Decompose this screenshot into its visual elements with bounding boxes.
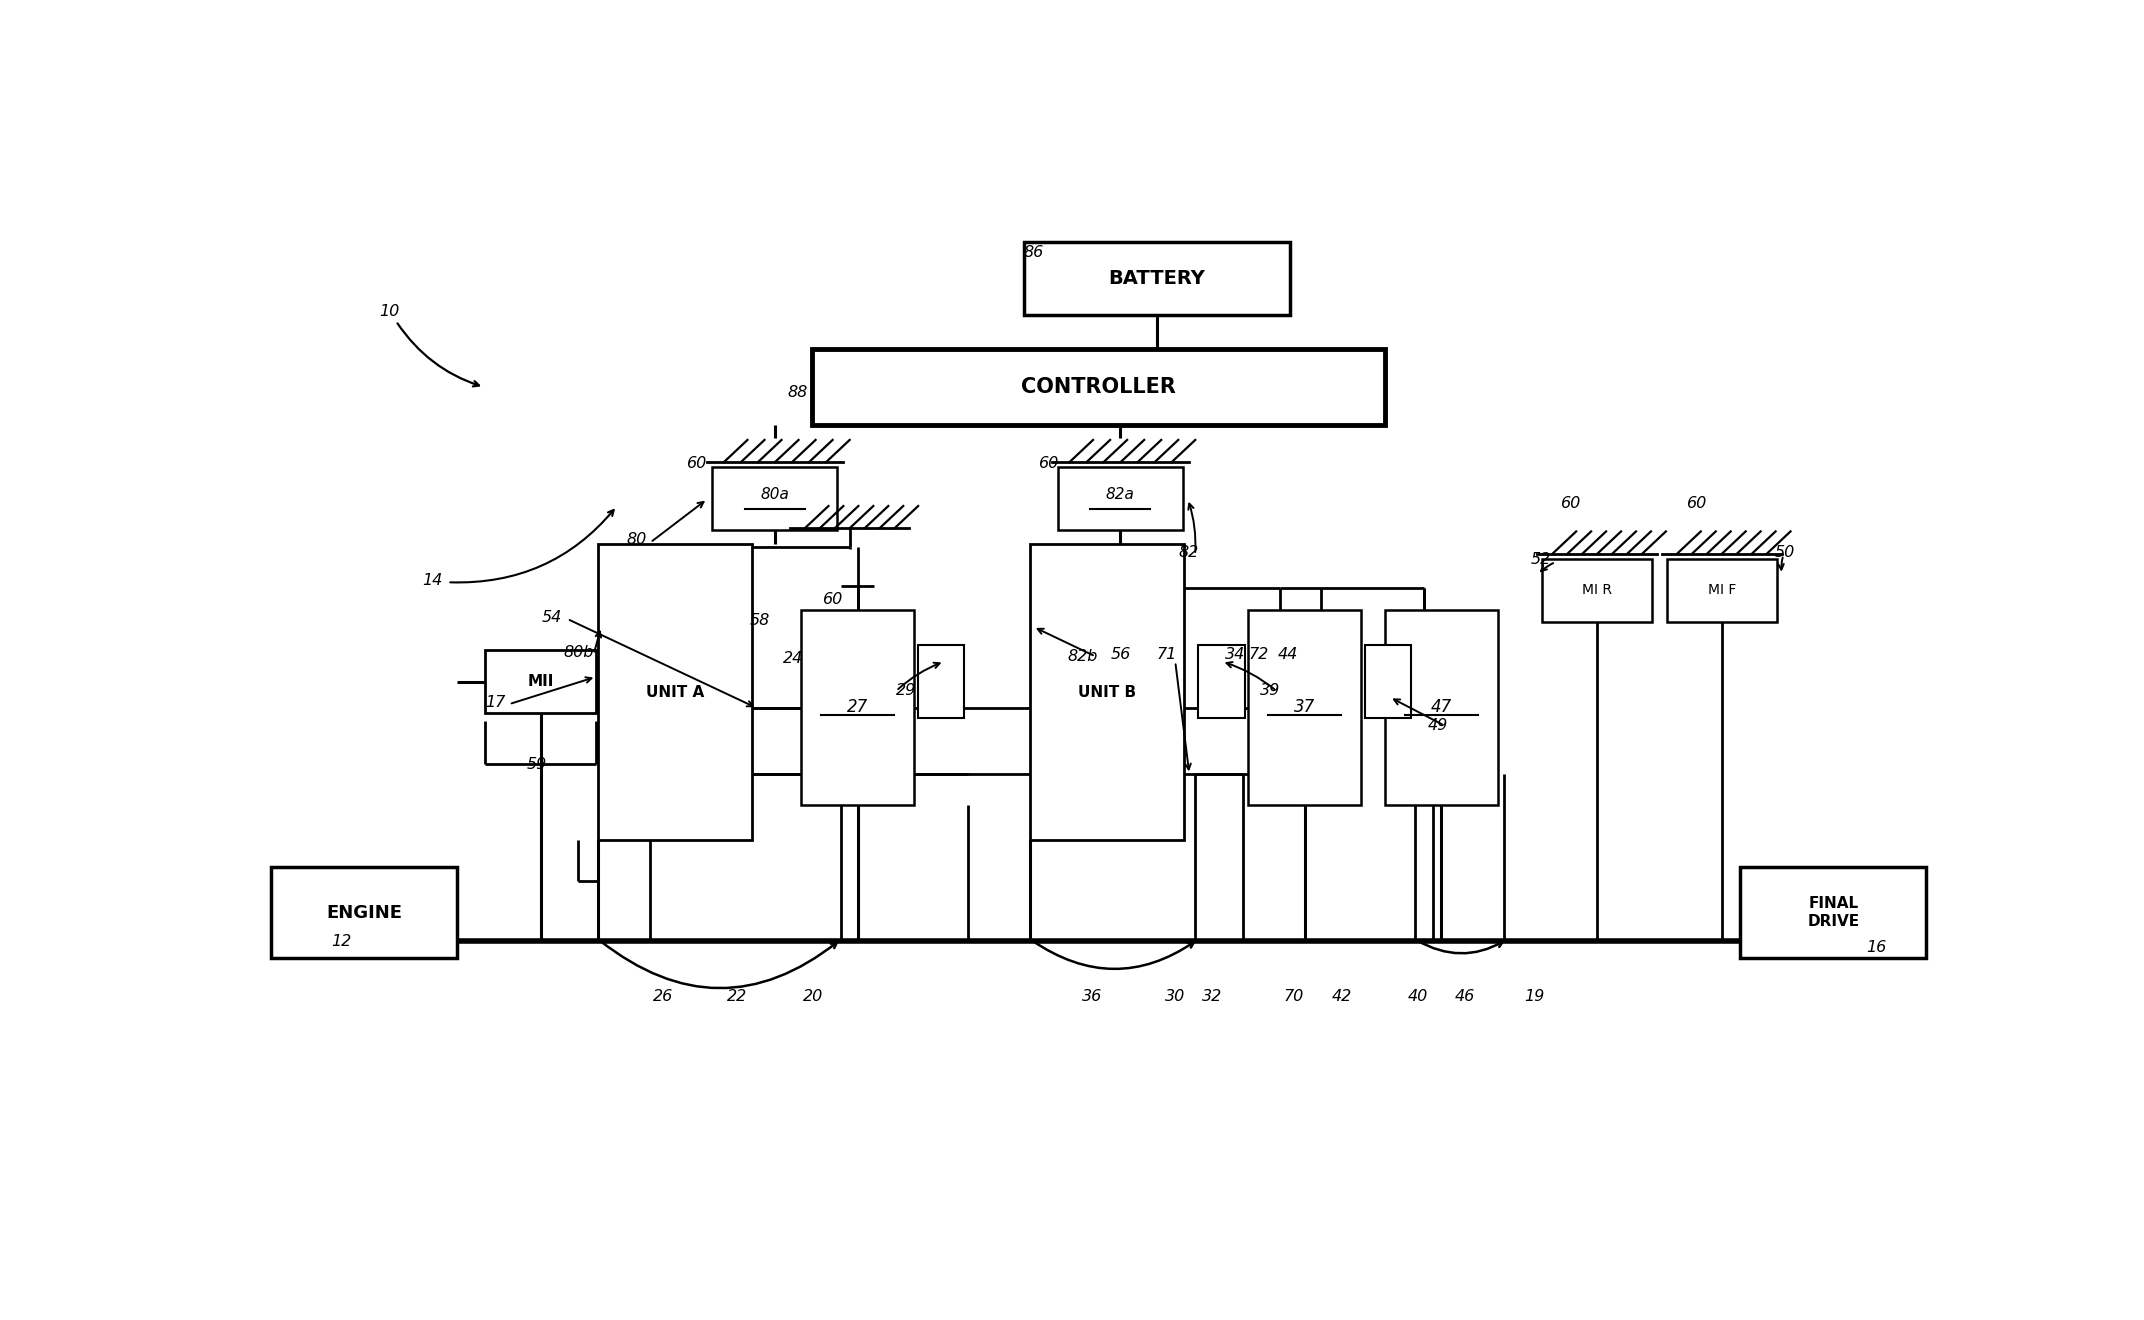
Text: 59: 59	[527, 756, 547, 772]
Text: 80a: 80a	[761, 487, 789, 503]
FancyBboxPatch shape	[1025, 242, 1291, 315]
Text: ENGINE: ENGINE	[326, 904, 403, 921]
FancyBboxPatch shape	[272, 867, 457, 958]
Text: 42: 42	[1331, 990, 1351, 1005]
FancyBboxPatch shape	[802, 610, 913, 805]
Text: 60: 60	[1040, 455, 1059, 471]
Text: 40: 40	[1409, 990, 1428, 1005]
Text: 29: 29	[896, 684, 915, 698]
FancyBboxPatch shape	[1741, 867, 1925, 958]
Text: 50: 50	[1775, 545, 1795, 560]
Text: 10: 10	[379, 305, 399, 319]
Text: 60: 60	[823, 591, 843, 607]
FancyBboxPatch shape	[1668, 558, 1777, 622]
Text: 26: 26	[654, 990, 673, 1005]
Text: 60: 60	[1561, 496, 1580, 511]
Text: 19: 19	[1524, 990, 1544, 1005]
Text: 34: 34	[1224, 647, 1246, 661]
Text: 32: 32	[1201, 990, 1222, 1005]
Text: 56: 56	[1111, 647, 1130, 661]
Text: 80: 80	[626, 532, 647, 546]
Text: UNIT A: UNIT A	[645, 685, 703, 700]
FancyBboxPatch shape	[813, 348, 1385, 425]
Text: 60: 60	[686, 455, 708, 471]
Text: CONTROLLER: CONTROLLER	[1021, 378, 1177, 397]
Text: 39: 39	[1261, 684, 1280, 698]
Text: 20: 20	[802, 990, 823, 1005]
Text: UNIT B: UNIT B	[1078, 685, 1136, 700]
Text: 37: 37	[1295, 698, 1316, 717]
FancyBboxPatch shape	[1029, 544, 1183, 841]
Text: 49: 49	[1428, 718, 1447, 733]
Text: 24: 24	[783, 651, 804, 667]
Text: 88: 88	[789, 384, 808, 400]
Text: 44: 44	[1278, 647, 1299, 661]
Text: MI F: MI F	[1709, 583, 1737, 598]
Text: 36: 36	[1083, 990, 1102, 1005]
Text: 72: 72	[1248, 647, 1269, 661]
Text: 30: 30	[1164, 990, 1186, 1005]
Text: 71: 71	[1158, 647, 1177, 661]
Text: 52: 52	[1531, 552, 1550, 568]
Text: 17: 17	[485, 694, 506, 710]
FancyBboxPatch shape	[1385, 610, 1497, 805]
FancyBboxPatch shape	[918, 645, 965, 718]
FancyBboxPatch shape	[1059, 467, 1183, 531]
Text: MII: MII	[527, 675, 553, 689]
FancyBboxPatch shape	[1366, 645, 1411, 718]
FancyBboxPatch shape	[485, 651, 596, 713]
FancyBboxPatch shape	[712, 467, 836, 531]
Text: 14: 14	[422, 573, 442, 587]
FancyBboxPatch shape	[1542, 558, 1653, 622]
Text: 80b: 80b	[564, 645, 594, 660]
Text: 86: 86	[1025, 246, 1044, 260]
Text: 82b: 82b	[1068, 649, 1098, 664]
Text: 22: 22	[727, 990, 746, 1005]
Text: 27: 27	[847, 698, 868, 717]
Text: 58: 58	[750, 614, 770, 628]
Text: 82a: 82a	[1106, 487, 1134, 503]
Text: 60: 60	[1687, 496, 1707, 511]
Text: MI R: MI R	[1582, 583, 1612, 598]
FancyBboxPatch shape	[1198, 645, 1246, 718]
FancyBboxPatch shape	[598, 544, 753, 841]
Text: 47: 47	[1430, 698, 1451, 717]
Text: 46: 46	[1454, 990, 1475, 1005]
Text: BATTERY: BATTERY	[1108, 269, 1205, 288]
Text: 82: 82	[1179, 545, 1198, 560]
Text: 70: 70	[1282, 990, 1304, 1005]
Text: 12: 12	[330, 933, 352, 949]
Text: 16: 16	[1865, 940, 1887, 954]
FancyBboxPatch shape	[1248, 610, 1361, 805]
Text: 54: 54	[542, 610, 562, 626]
Text: FINAL
DRIVE: FINAL DRIVE	[1807, 896, 1859, 929]
